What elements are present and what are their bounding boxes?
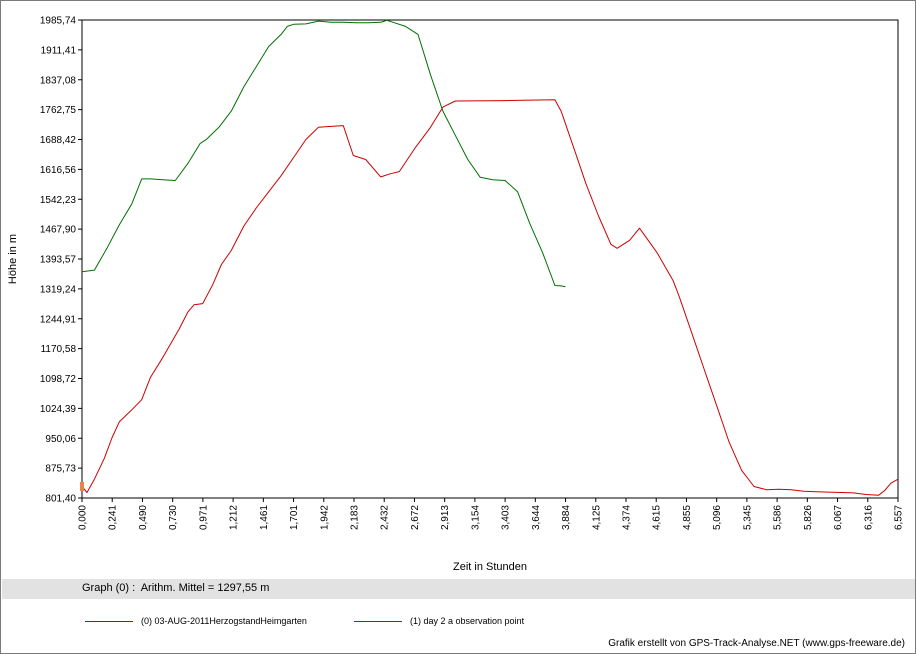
x-tick-label: 2,183 [350, 505, 361, 530]
y-tick-label: 1319,24 [40, 284, 77, 295]
x-tick-label: 2,432 [380, 505, 391, 530]
y-tick-label: 1542,23 [40, 195, 77, 206]
legend-item-series-1: (1) day 2 a observation point [354, 616, 524, 630]
y-tick-label: 1024,39 [40, 404, 77, 415]
x-tick-label: 2,672 [410, 505, 421, 530]
x-tick-label: 4,374 [622, 505, 633, 530]
x-tick-label: 2,913 [440, 505, 451, 530]
y-axis-title: Höhe in m [7, 234, 19, 284]
credit-text: Grafik erstellt von GPS-Track-Analyse.NE… [608, 638, 905, 649]
x-tick-label: 6,557 [894, 505, 905, 530]
x-axis-ticks: 0,000 0,241 0,490 0,730 0,971 1,212 1,461 1,701… [78, 498, 905, 530]
x-tick-label: 5,345 [742, 505, 753, 530]
y-tick-label: 801,40 [45, 494, 76, 505]
y-tick-label: 1098,72 [40, 374, 77, 385]
legend-swatch-series-0 [85, 621, 133, 623]
x-tick-label: 3,644 [531, 505, 542, 530]
x-tick-label: 4,125 [591, 505, 602, 530]
x-tick-label: 6,316 [863, 505, 874, 530]
x-tick-label: 0,971 [198, 505, 209, 530]
x-tick-label: 3,154 [470, 505, 481, 530]
x-tick-label: 4,615 [652, 505, 663, 530]
y-tick-label: 1762,75 [40, 105, 77, 116]
x-axis-title: Zeit in Stunden [453, 561, 527, 573]
legend-label-series-0: (0) 03-AUG-2011HerzogstandHeimgarten [141, 616, 307, 626]
x-tick-label: 5,096 [712, 505, 723, 530]
x-tick-label: 4,855 [682, 505, 693, 530]
series-line-0 [81, 99, 899, 496]
start-marker [80, 482, 84, 491]
y-tick-label: 1467,90 [40, 225, 77, 236]
x-tick-label: 0,490 [138, 505, 149, 530]
x-tick-label: 3,884 [561, 505, 572, 530]
plot-area [81, 19, 899, 499]
legend-label-series-1: (1) day 2 a observation point [410, 616, 525, 626]
x-tick-label: 1,212 [229, 505, 240, 530]
x-tick-label: 5,586 [773, 505, 784, 530]
x-tick-label: 0,241 [108, 505, 119, 530]
y-tick-label: 875,73 [45, 464, 76, 475]
legend-swatch-series-1 [354, 621, 402, 623]
elevation-chart: 1985,74 1911,41 1837,08 1762,75 1688,42 1616,… [7, 16, 905, 574]
series-line-1 [81, 19, 566, 288]
series-layer [81, 19, 899, 496]
y-tick-label: 1170,58 [41, 344, 77, 355]
x-tick-label: 1,942 [319, 505, 330, 530]
x-tick-label: 6,067 [833, 505, 844, 530]
x-tick-label: 0,000 [78, 505, 89, 530]
y-axis-ticks: 1985,74 1911,41 1837,08 1762,75 1688,42 1616,… [40, 16, 82, 505]
y-tick-label: 950,06 [45, 434, 76, 445]
legend-item-series-0: (0) 03-AUG-2011HerzogstandHeimgarten [85, 616, 307, 630]
x-tick-label: 1,701 [289, 505, 300, 530]
x-tick-label: 0,730 [168, 505, 179, 530]
y-tick-label: 1837,08 [40, 75, 77, 86]
x-tick-label: 3,403 [501, 505, 512, 530]
y-tick-label: 1688,42 [40, 135, 77, 146]
stats-text: Graph (0) : Arithm. Mittel = 1297,55 m [82, 582, 270, 594]
stats-bar: Graph (0) : Arithm. Mittel = 1297,55 m [2, 579, 915, 599]
y-tick-label: 1616,56 [40, 165, 77, 176]
y-tick-label: 1393,57 [40, 255, 77, 266]
x-tick-label: 5,826 [803, 505, 814, 530]
x-tick-label: 1,461 [259, 505, 270, 530]
y-tick-label: 1244,91 [40, 314, 77, 325]
y-tick-label: 1911,41 [41, 45, 77, 56]
y-tick-label: 1985,74 [40, 16, 77, 27]
